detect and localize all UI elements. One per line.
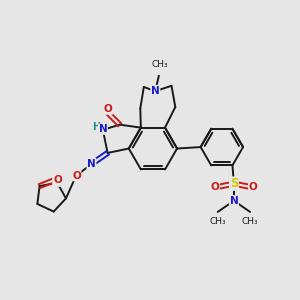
- Text: CH₃: CH₃: [209, 217, 226, 226]
- Text: N: N: [98, 124, 107, 134]
- Text: O: O: [210, 182, 219, 192]
- Text: O: O: [53, 176, 62, 186]
- Text: O: O: [103, 104, 112, 114]
- Text: CH₃: CH₃: [151, 60, 168, 69]
- Text: O: O: [53, 175, 62, 185]
- Text: N: N: [151, 85, 160, 95]
- Text: O: O: [72, 171, 81, 181]
- Text: CH₃: CH₃: [242, 217, 258, 226]
- Text: N: N: [230, 196, 238, 206]
- Text: N: N: [87, 158, 96, 169]
- Text: H: H: [92, 122, 101, 133]
- Text: O: O: [249, 182, 257, 192]
- Text: S: S: [230, 177, 238, 190]
